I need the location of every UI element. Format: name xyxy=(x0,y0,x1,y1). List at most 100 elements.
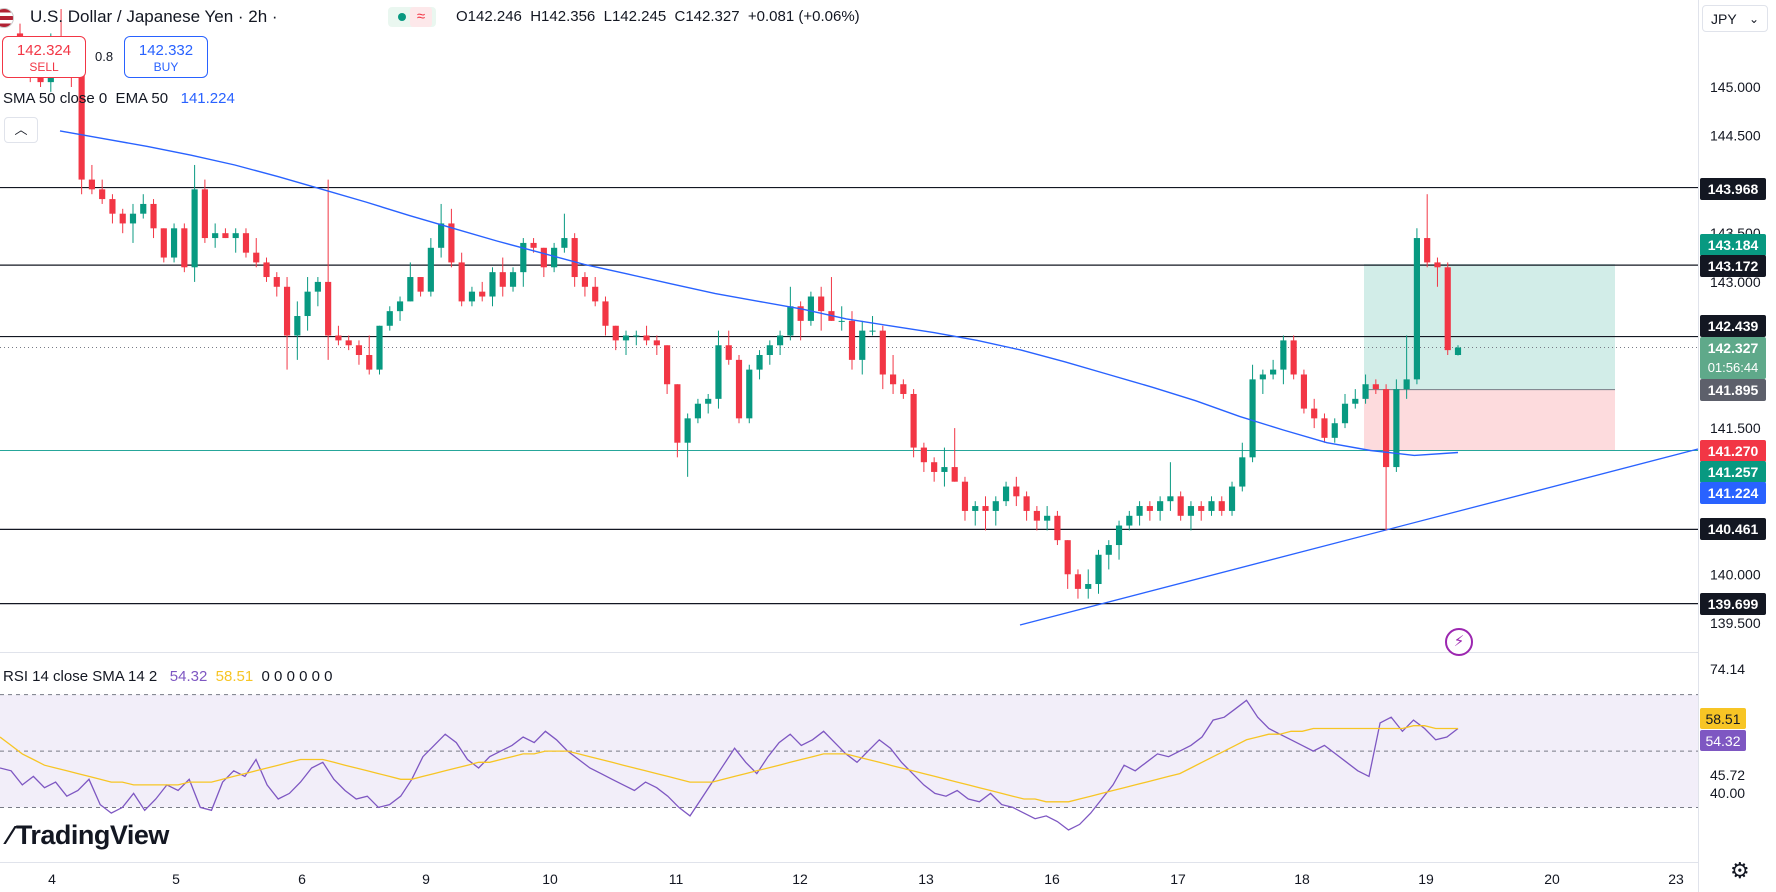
price-tick-label: 144.500 xyxy=(1710,128,1761,144)
buy-label: BUY xyxy=(153,60,179,74)
ma-indicator-legend[interactable]: SMA 50 close 0 EMA 50 141.224 xyxy=(3,90,235,107)
chevron-up-icon[interactable]: ︿ xyxy=(4,117,38,143)
gear-icon[interactable]: ⚙ xyxy=(1730,858,1750,883)
candle xyxy=(766,340,773,365)
candle xyxy=(571,233,578,287)
price-label-box xyxy=(1700,255,1766,277)
candle xyxy=(848,311,856,370)
candle xyxy=(551,242,558,273)
candle-body xyxy=(438,223,445,248)
candle xyxy=(602,296,609,336)
candle xyxy=(1239,442,1246,492)
candle-body xyxy=(1044,515,1051,521)
buy-button[interactable]: 142.332 BUY xyxy=(124,36,208,78)
rsi-value-text: 54.32 xyxy=(1705,733,1740,749)
currency-select[interactable]: JPY ⌄ xyxy=(1702,5,1768,32)
candle-body xyxy=(150,203,157,229)
candle xyxy=(1321,413,1328,443)
candle xyxy=(807,291,814,326)
price-label: 140.461 xyxy=(1700,518,1766,540)
candle-body xyxy=(283,286,291,336)
candle-body xyxy=(1023,496,1030,511)
candle-body xyxy=(1105,545,1112,555)
price-label-box xyxy=(1700,440,1766,462)
candle xyxy=(499,257,506,297)
candle xyxy=(1085,569,1092,599)
candle xyxy=(1424,194,1431,268)
candle xyxy=(1023,491,1030,521)
lightning-icon[interactable]: ⚡ xyxy=(1445,628,1473,656)
candle-body xyxy=(1054,515,1061,541)
candle xyxy=(325,179,332,360)
candle xyxy=(1228,481,1236,516)
candle xyxy=(520,238,527,287)
candle-body xyxy=(859,330,866,360)
candle-body xyxy=(407,277,414,302)
time-tick-label: 6 xyxy=(298,871,306,887)
candle-body xyxy=(1013,486,1020,497)
rsi-tick-label: 40.00 xyxy=(1710,785,1745,801)
symbol-title[interactable]: U.S. Dollar / Japanese Yen · 2h · xyxy=(30,7,278,26)
price-label-text: 143.184 xyxy=(1708,237,1759,253)
candle xyxy=(273,272,280,297)
candle-body xyxy=(951,467,958,482)
candle-body xyxy=(1270,369,1277,375)
sell-button[interactable]: 142.324 SELL xyxy=(2,36,86,78)
candle xyxy=(99,179,106,204)
tradingview-logo[interactable]: ⁄ TradingView xyxy=(8,820,169,851)
candle xyxy=(1218,496,1225,516)
logo-text: TradingView xyxy=(15,820,170,850)
candle-body xyxy=(1372,384,1379,390)
candle-body xyxy=(848,320,856,360)
candle-body xyxy=(314,281,321,292)
candle xyxy=(181,223,188,273)
candle xyxy=(1013,476,1020,507)
candle-body xyxy=(961,481,969,511)
candle-body xyxy=(1228,486,1236,511)
candle xyxy=(705,393,712,414)
candle xyxy=(633,330,640,346)
price-label-box xyxy=(1700,482,1766,504)
price-label-box xyxy=(1700,593,1766,615)
rsi-indicator-legend[interactable]: RSI 14 close SMA 14 2 54.32 58.51 0 0 0 … xyxy=(3,668,332,685)
candle xyxy=(1372,379,1379,394)
candle xyxy=(1136,501,1143,526)
candle xyxy=(458,252,465,307)
candle-body xyxy=(612,325,619,341)
candle xyxy=(735,355,743,424)
price-tick-label: 143.000 xyxy=(1710,274,1761,290)
candle xyxy=(1115,520,1123,560)
candle-body xyxy=(232,233,239,239)
candle xyxy=(335,325,342,346)
candle xyxy=(212,223,219,248)
candle xyxy=(242,228,250,258)
candle-body xyxy=(1208,501,1215,511)
rsi-tick-label: 45.72 xyxy=(1710,767,1745,783)
candle-body xyxy=(1434,262,1441,268)
candle xyxy=(345,335,352,351)
candle xyxy=(1300,369,1308,414)
price-label: 143.172 xyxy=(1700,255,1766,277)
rsi-value-label: 58.51 xyxy=(1700,708,1746,729)
price-label: 141.895 xyxy=(1700,379,1766,401)
candle-body xyxy=(705,398,712,404)
candle-body xyxy=(499,272,506,287)
price-label-text: 141.270 xyxy=(1708,443,1759,459)
candle-body xyxy=(869,330,876,332)
candle xyxy=(88,164,95,195)
candle xyxy=(1331,418,1338,443)
candle xyxy=(694,398,701,424)
candle xyxy=(1033,506,1040,531)
candle xyxy=(643,325,650,346)
candle-body xyxy=(622,335,630,341)
rsi-sma-line xyxy=(0,725,1458,803)
candle-body xyxy=(201,189,208,239)
rsi-extra: 0 0 0 0 0 0 xyxy=(261,668,333,685)
time-tick-label: 16 xyxy=(1044,871,1060,887)
rsi-value-text: 58.51 xyxy=(1705,711,1740,727)
candle-body xyxy=(561,238,568,248)
price-label-text: 141.895 xyxy=(1708,382,1759,398)
time-axis-border xyxy=(0,862,1698,863)
trendline xyxy=(1019,448,1699,626)
